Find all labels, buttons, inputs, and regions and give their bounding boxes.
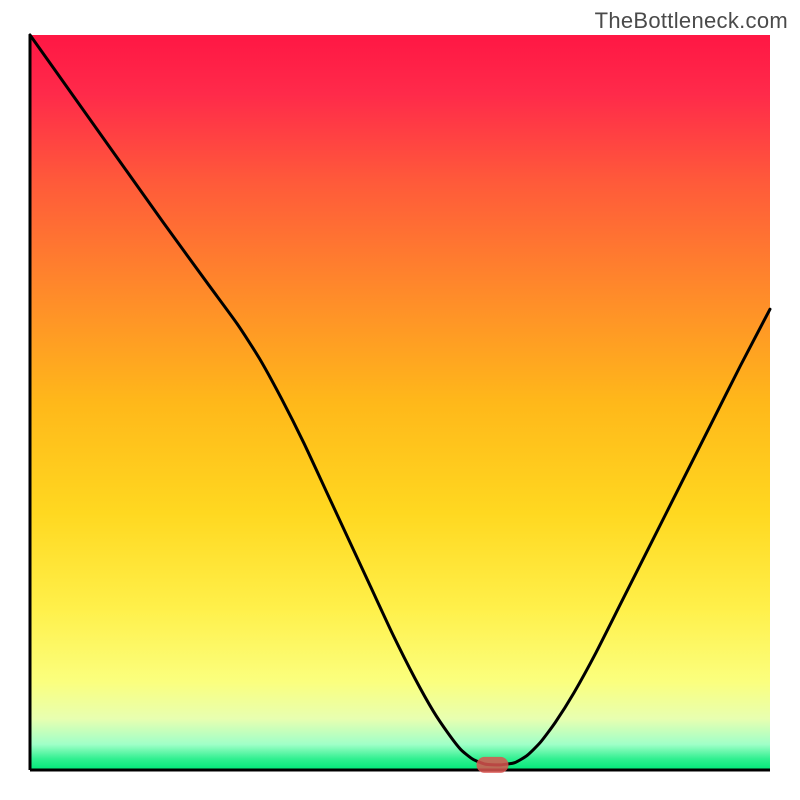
- optimal-point-marker: [477, 757, 509, 773]
- watermark-text: TheBottleneck.com: [595, 8, 788, 34]
- bottleneck-curve-chart: [0, 0, 800, 800]
- chart-container: TheBottleneck.com: [0, 0, 800, 800]
- gradient-background: [30, 35, 770, 770]
